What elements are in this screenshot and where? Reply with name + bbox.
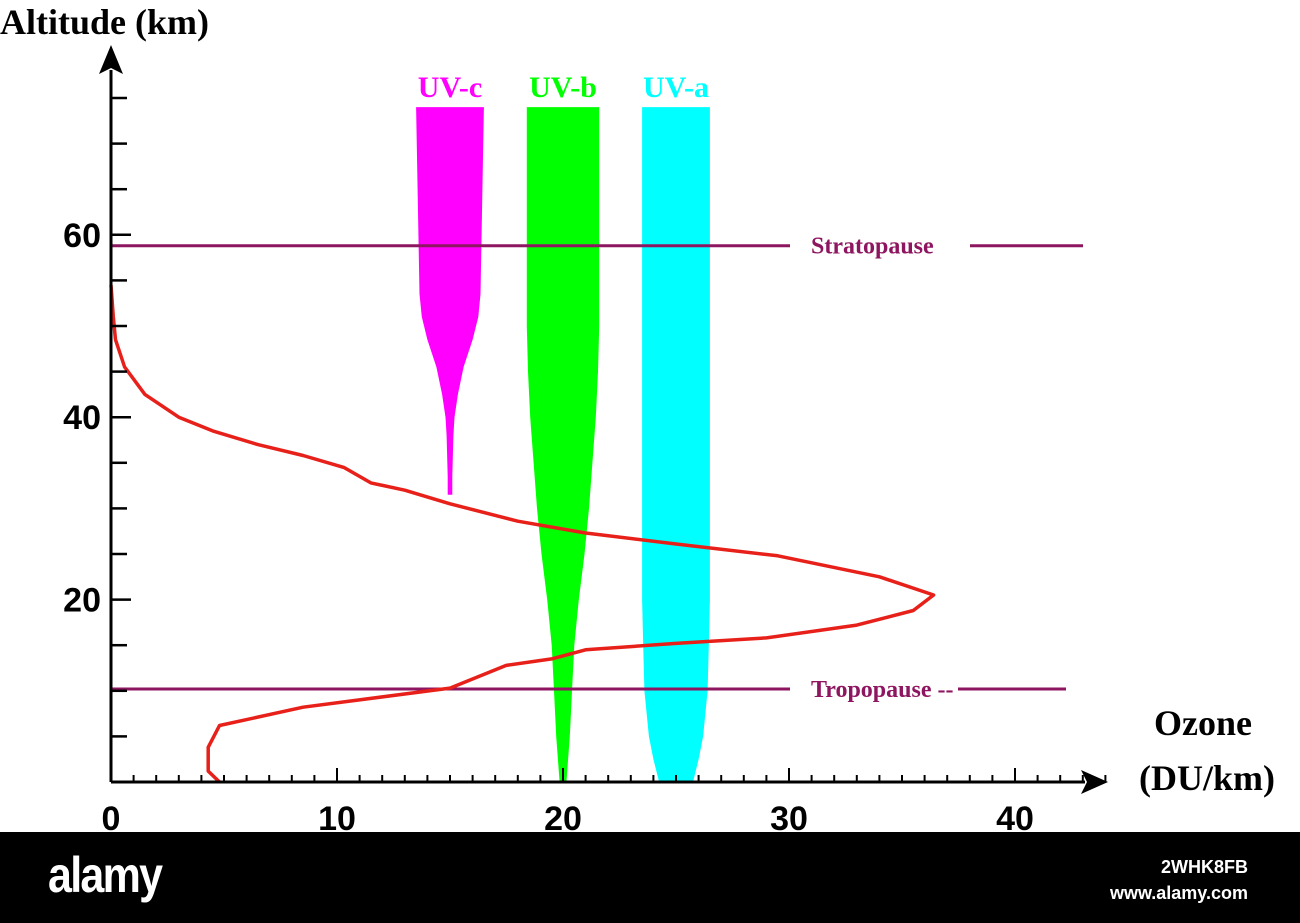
watermark-footer: alamy 2WHK8FB www.alamy.com xyxy=(0,832,1300,923)
uv-band-uv-b xyxy=(526,107,600,783)
uv-band-label-uv-c: UV-c xyxy=(418,71,482,104)
uv-bands: UV-c UV-b UV-a xyxy=(416,71,710,783)
image-id-block: 2WHK8FB www.alamy.com xyxy=(1110,854,1248,906)
ozone-altitude-chart: UV-c UV-b UV-a Stratopause Tropopause -- 0 1… xyxy=(0,2,1275,832)
y-tick-label-20: 20 xyxy=(63,582,101,620)
x-axis-arrow xyxy=(1081,770,1108,794)
x-tick-label-40: 40 xyxy=(996,800,1034,832)
ticks: 0 10 20 30 40 20 40 60 xyxy=(63,96,1107,832)
y-axis-label: Altitude (km) xyxy=(0,2,209,42)
site-url: www.alamy.com xyxy=(1109,883,1248,903)
y-tick-label-40: 40 xyxy=(63,399,101,437)
level-label-1: Tropopause -- xyxy=(811,677,953,703)
image-id: 2WHK8FB xyxy=(1160,857,1248,877)
ozone-profile-line xyxy=(109,284,936,784)
uv-band-uv-a xyxy=(642,107,710,783)
level-label-0: Stratopause xyxy=(811,234,934,260)
x-axis-label-line1: Ozone xyxy=(1154,703,1252,743)
axis-labels: Altitude (km) Ozone (DU/km) xyxy=(0,2,1275,798)
x-tick-label-10: 10 xyxy=(318,800,356,832)
y-axis-arrow xyxy=(99,45,123,74)
uv-band-uv-c xyxy=(416,107,484,495)
x-tick-label-30: 30 xyxy=(770,800,808,832)
y-tick-label-60: 60 xyxy=(63,217,101,255)
x-axis-label-line2: (DU/km) xyxy=(1139,758,1275,798)
x-tick-label-0: 0 xyxy=(102,800,121,832)
ozone-profile-layer xyxy=(109,284,936,784)
uv-band-label-uv-a: UV-a xyxy=(643,71,709,104)
x-tick-label-20: 20 xyxy=(544,800,582,832)
axes xyxy=(99,45,1108,794)
alamy-logo: alamy xyxy=(48,847,163,903)
uv-band-label-uv-b: UV-b xyxy=(529,71,597,104)
